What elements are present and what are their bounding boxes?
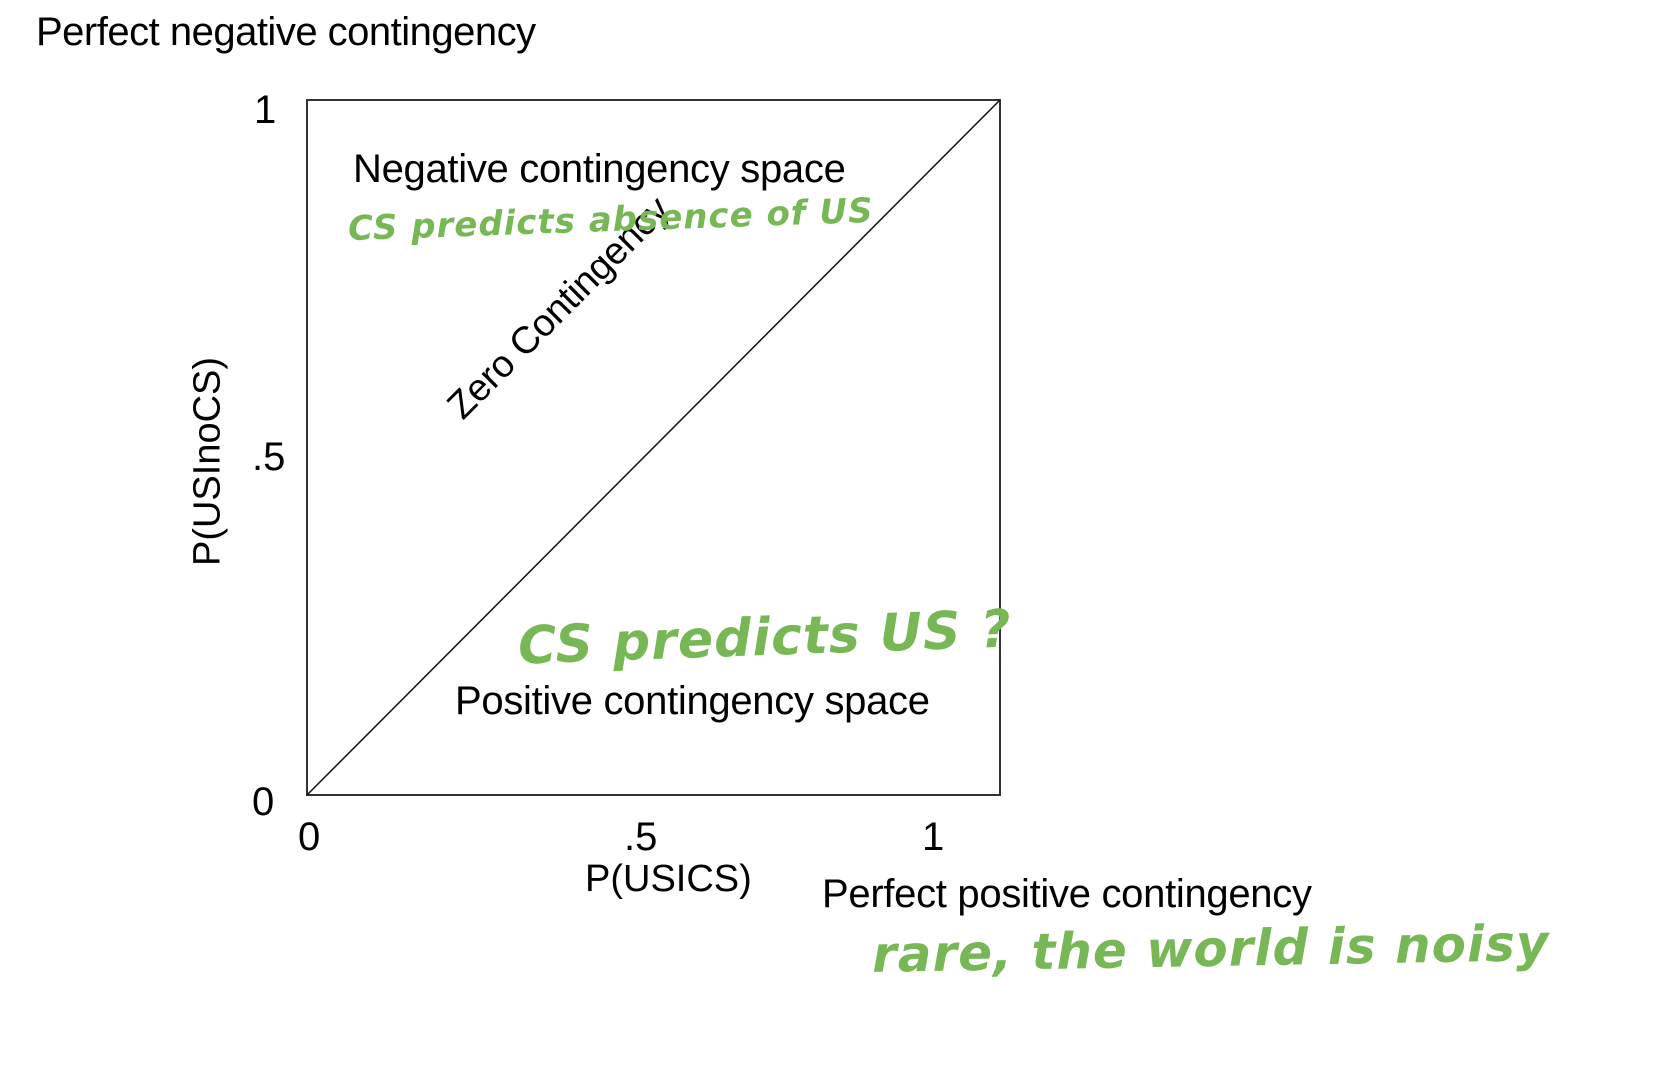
- x-tick-1: 1: [922, 815, 945, 859]
- plot-frame: [306, 99, 1001, 796]
- x-axis-label: P(USICS): [585, 858, 752, 900]
- y-tick-1: 1: [254, 88, 277, 132]
- page-title: Perfect negative contingency: [36, 10, 536, 54]
- y-tick-half: .5: [252, 435, 286, 479]
- negative-region-label: Negative contingency space: [353, 147, 846, 191]
- x-tick-0: 0: [298, 815, 321, 859]
- perfect-positive-label: Perfect positive contingency: [822, 872, 1312, 916]
- y-axis-label: P(USInoCS): [186, 356, 229, 567]
- zero-contingency-diagonal: [306, 99, 1001, 796]
- positive-region-label: Positive contingency space: [455, 679, 930, 723]
- y-tick-0: 0: [252, 780, 275, 824]
- x-tick-half: .5: [624, 815, 658, 859]
- noise-annotation: rare, the world is noisy: [871, 914, 1550, 984]
